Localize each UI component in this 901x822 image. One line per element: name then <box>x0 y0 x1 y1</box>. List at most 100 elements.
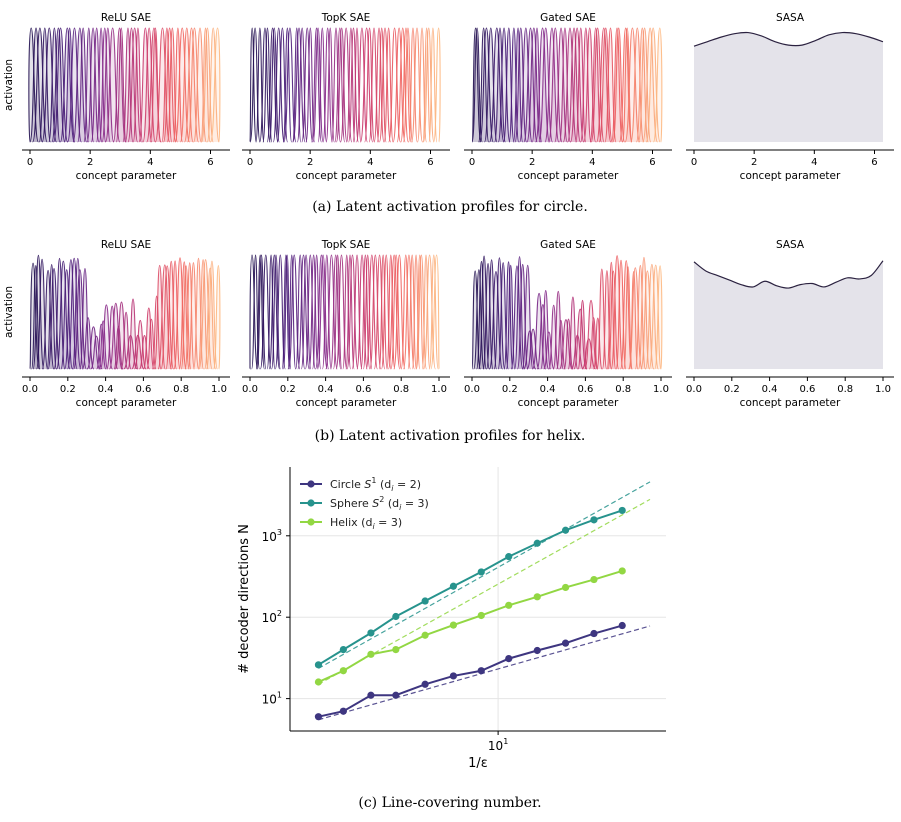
b-profile-curve <box>654 265 663 370</box>
a-profile-curve <box>52 27 69 143</box>
b-profile-curve <box>400 254 411 370</box>
c-series-line <box>317 509 623 666</box>
b-x-tick-label: 0.8 <box>173 384 189 395</box>
b-profile-curve <box>106 305 119 370</box>
c-series-point <box>505 553 513 561</box>
b-profile-curve <box>503 261 514 370</box>
b-profile-curve <box>316 254 330 370</box>
b-x-tick-label: 0.6 <box>799 384 815 395</box>
b-profile-curve <box>360 254 371 370</box>
c-series-point <box>314 661 323 669</box>
a-profile-curve <box>400 27 412 143</box>
a-profile-curve <box>301 27 314 143</box>
b-profile-curve <box>476 260 487 370</box>
b-profile-curve <box>592 317 603 370</box>
a-profile-curve <box>410 27 424 143</box>
a-profile-curve <box>127 27 142 143</box>
a-profile-curve <box>162 27 177 143</box>
a-profile-curve <box>544 27 560 143</box>
a-profile-curve <box>305 27 316 143</box>
b-profile-curve <box>563 318 574 370</box>
b-profile-curve <box>98 320 109 370</box>
b-x-tick-label: 0.0 <box>686 384 702 395</box>
a-profile-curve <box>29 27 44 143</box>
a-x-tick-label: 4 <box>147 157 153 168</box>
b-profile-curve <box>47 268 61 370</box>
b-x-tick-label: 0.6 <box>577 384 593 395</box>
c-series-point <box>477 611 485 620</box>
c-series-point <box>561 583 570 592</box>
b-profile-curve <box>607 270 620 370</box>
a-profile-curve <box>408 27 418 143</box>
b-profile-curve <box>644 263 659 370</box>
a-subplot-2: TopK SAE 0 2 4 6 concept parameter <box>242 12 450 182</box>
a-x-tick-label: 4 <box>367 157 373 168</box>
c-series-point <box>618 567 626 575</box>
a-profile-curve <box>200 27 211 143</box>
a-profile-curve <box>396 27 409 143</box>
b-xlabel-2: concept parameter <box>296 397 397 409</box>
b-profile-curve <box>637 256 650 370</box>
b-x-tick-label: 0.0 <box>242 384 258 395</box>
b-profile-curve <box>588 317 599 370</box>
a-x-tick-label: 4 <box>589 157 595 168</box>
b-subplot-4: SASA 0.0 0.2 0.4 0.6 0.8 1.0 concept parameter <box>686 239 894 409</box>
b-profile-curve <box>610 255 624 370</box>
b-profile-curve <box>548 304 560 370</box>
c-fit-line <box>318 498 651 685</box>
a-profile-curve <box>262 27 273 143</box>
a-subplot-1: ReLU SAE 0 2 4 6 concept parameter <box>22 12 230 182</box>
a-profile-curve <box>335 27 348 143</box>
b-profile-curve <box>577 299 588 370</box>
b-profile-curve <box>198 259 213 370</box>
a-profile-curve <box>514 27 528 143</box>
a-profile-curve <box>422 27 432 143</box>
b-profile-curve <box>297 254 310 370</box>
a-profile-curve <box>209 27 221 143</box>
c-series-point <box>533 539 541 547</box>
b-profile-curve <box>108 302 123 370</box>
b-profile-curve <box>387 254 401 370</box>
c-fit-line <box>318 625 651 721</box>
b-profile-curve <box>378 254 388 370</box>
c-series-point <box>590 575 598 584</box>
a-x-tick-label: 6 <box>427 157 433 168</box>
b-profile-curve <box>526 328 540 370</box>
a-profile-curve <box>90 27 103 143</box>
a-profile-curve <box>174 27 191 143</box>
a-profile-curve <box>259 27 271 143</box>
b-profile-curve <box>601 270 612 370</box>
a-profile-curve <box>112 27 127 143</box>
b-profile-curve <box>627 267 643 370</box>
a-profile-curve <box>63 27 76 143</box>
b-x-tick-label: 0.4 <box>318 384 334 395</box>
c-legend-label: Helix (di = 3) <box>330 516 402 531</box>
b-profile-curve <box>402 254 415 370</box>
b-profile-curve <box>213 264 221 370</box>
c-series-point <box>392 691 400 699</box>
b-profile-curve <box>543 331 555 370</box>
b-profile-curve <box>271 254 281 370</box>
c-series-point <box>477 568 485 576</box>
b-profile-curve <box>390 254 402 370</box>
b-x-tick-label: 0.8 <box>393 384 409 395</box>
b-profile-curve <box>29 262 40 370</box>
b-subplot-title-3: Gated SAE <box>540 239 596 251</box>
a-x-tick-label: 6 <box>649 157 655 168</box>
c-y-tick-label: 102 <box>262 609 282 625</box>
c-xlabel: 1/ε <box>468 756 488 771</box>
a-profile-curve <box>368 27 380 143</box>
a-profile-curve <box>41 27 58 143</box>
b-profile-curve <box>281 254 291 370</box>
a-profile-curve <box>494 27 506 143</box>
a-profile-curve <box>355 27 368 143</box>
a-profile-curve <box>526 27 542 143</box>
c-series-point <box>367 629 375 637</box>
c-series-point <box>449 621 458 629</box>
caption-c: (c) Line-covering number. <box>358 795 541 811</box>
b-profile-curve <box>369 254 382 370</box>
a-profile-curve <box>187 27 202 143</box>
c-series-line <box>318 569 623 683</box>
b-profile-curve <box>184 262 195 370</box>
